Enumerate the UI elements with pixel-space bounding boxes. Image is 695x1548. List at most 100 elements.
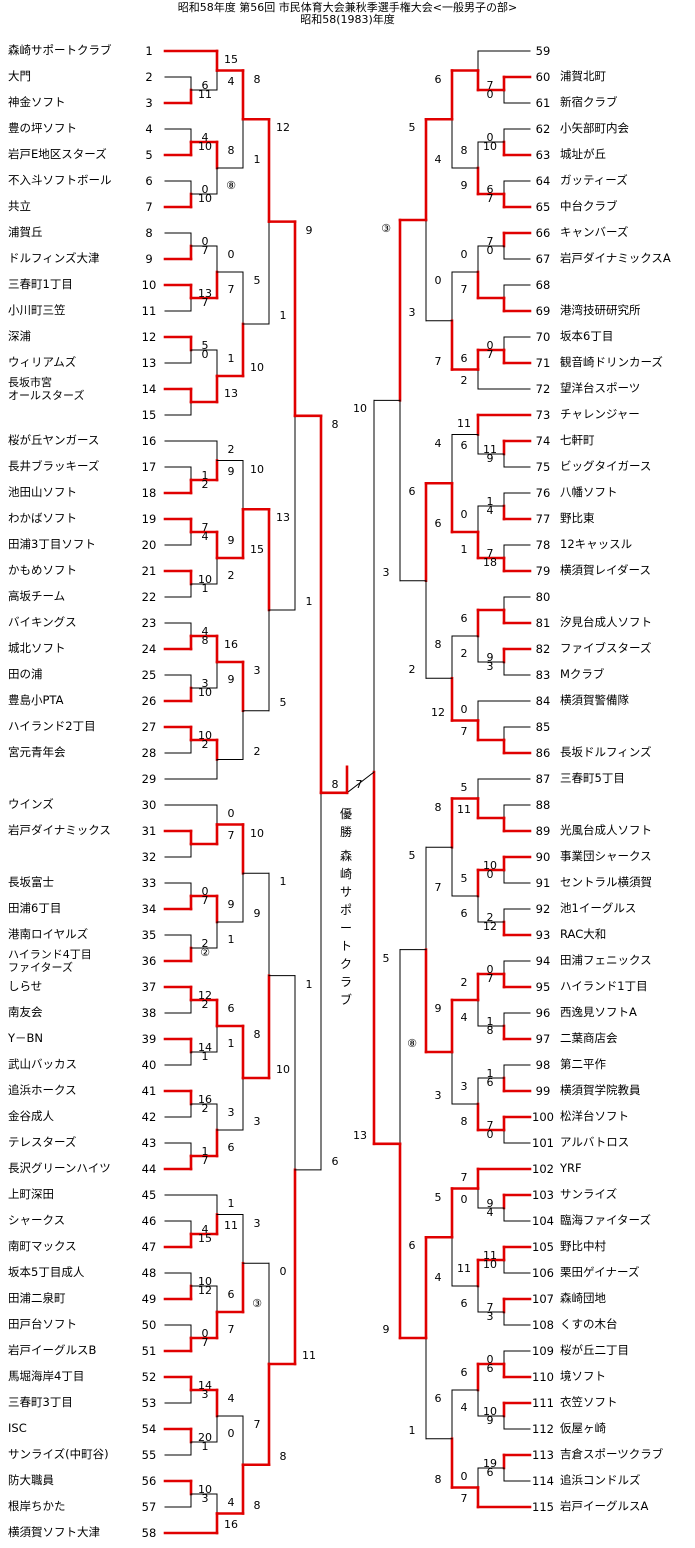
team-name: 第二平作: [560, 1057, 606, 1071]
seed-number: 70: [535, 330, 551, 344]
match-score: 2: [460, 647, 468, 660]
seed-number: 58: [141, 1526, 157, 1540]
match-score: 11: [457, 417, 471, 430]
seed-number: 64: [535, 174, 551, 188]
match-score: 3: [253, 1115, 261, 1128]
seed-number: 99: [535, 1084, 551, 1098]
match-score: 4: [227, 1496, 235, 1509]
match-score: 6: [460, 439, 468, 452]
match-score: 4: [434, 153, 442, 166]
match-score: 12: [276, 121, 290, 135]
team-name: テレスターズ: [8, 1135, 77, 1149]
seed-number: 86: [535, 746, 551, 760]
match-score: 1: [227, 1037, 235, 1050]
team-name: 岩戸E地区スターズ: [8, 147, 107, 161]
match-score: 7: [486, 1119, 494, 1132]
team-name: 栗田ゲイナーズ: [560, 1265, 640, 1279]
match-score: 11: [483, 443, 497, 456]
match-score: 4: [201, 131, 209, 144]
seed-number: 54: [141, 1422, 157, 1436]
team-name: 横須賀レイダース: [560, 563, 651, 577]
seed-number: 110: [532, 1370, 554, 1384]
seed-number: 78: [535, 538, 551, 552]
final-line: [346, 771, 375, 794]
seed-number: 77: [535, 512, 551, 526]
match-score: 3: [227, 1106, 235, 1119]
match-score: 5: [279, 695, 287, 709]
champion-team: 森崎サポートクラブ: [339, 848, 352, 1007]
seed-number: 23: [141, 616, 157, 630]
team-name: 城址が丘: [560, 147, 606, 161]
match-score: 15: [250, 543, 264, 556]
seed-number: 53: [141, 1396, 157, 1410]
team-name: 浦賀丘: [8, 225, 43, 239]
match-score: 0: [227, 248, 235, 261]
team-name: ファイブスターズ: [560, 641, 652, 655]
match-score: 8: [253, 1028, 261, 1041]
seed-number: 7: [145, 200, 153, 214]
match-score: 0: [434, 274, 442, 287]
match-score: 11: [302, 1349, 316, 1362]
match-score: 6: [434, 517, 442, 530]
seed-number: 31: [141, 824, 157, 838]
team-name: 小矢部町内会: [560, 121, 629, 135]
team-name: ISC: [8, 1421, 27, 1435]
match-score: 6: [486, 1362, 494, 1375]
match-score: 8: [434, 638, 442, 651]
match-score: 10: [276, 1063, 290, 1076]
team-name: 西逸見ソフトA: [560, 1005, 637, 1019]
seed-number: 101: [532, 1136, 554, 1150]
match-score: 20: [198, 1431, 212, 1444]
page-subtitle: 昭和58(1983)年度: [300, 13, 395, 26]
match-score: 6: [201, 79, 209, 92]
seed-number: 115: [532, 1500, 554, 1514]
match-score: 0: [486, 244, 494, 257]
team-name: くすの木台: [560, 1317, 618, 1331]
team-name: 野比中村: [560, 1239, 606, 1253]
team-name: しらせ: [8, 979, 43, 993]
team-name: 光風台成人ソフト: [560, 823, 652, 837]
match-score: 8: [434, 1472, 442, 1486]
match-score: 3: [408, 305, 416, 319]
match-score: 3: [201, 677, 209, 690]
seed-number: 71: [535, 356, 551, 370]
match-score: 0: [460, 1193, 468, 1206]
team-name: 不入斗ソフトボール: [8, 173, 112, 187]
match-score: 3: [201, 1492, 209, 1505]
seed-number: 62: [535, 122, 551, 136]
match-score: 4: [434, 436, 442, 450]
team-name: 豊の坪ソフト: [8, 121, 77, 135]
team-name: 望洋台スポーツ: [560, 381, 641, 395]
match-score: 14: [198, 1041, 212, 1054]
match-score: 1: [486, 1067, 494, 1080]
match-score: 8: [434, 800, 442, 814]
match-score: 7: [486, 235, 494, 248]
seed-number: 5: [145, 148, 153, 162]
match-score: 6: [460, 352, 468, 365]
seed-number: 76: [535, 486, 551, 500]
team-name: アルバトロス: [560, 1135, 630, 1149]
match-score: 4: [460, 1011, 468, 1024]
match-score: 0: [227, 807, 235, 820]
match-score: 8: [253, 1498, 261, 1512]
match-score: 1: [305, 595, 313, 608]
seed-number: 3: [145, 96, 153, 110]
match-score: 0: [201, 885, 209, 898]
match-score: 4: [201, 1223, 209, 1236]
seed-number: 87: [535, 772, 551, 786]
team-name: 豊島小PTA: [8, 693, 64, 707]
team-name: バイキングス: [8, 615, 77, 629]
seed-number: 104: [532, 1214, 554, 1228]
seed-number: 15: [141, 408, 157, 422]
seed-number: 24: [141, 642, 157, 656]
match-score: 0: [227, 1427, 235, 1440]
seed-number: 39: [141, 1032, 157, 1046]
match-score: ②: [200, 946, 210, 959]
seed-number: 94: [535, 954, 551, 968]
match-score: ⑧: [226, 179, 236, 192]
match-score: 1: [279, 309, 287, 322]
seed-number: 46: [141, 1214, 157, 1228]
seed-number: 14: [141, 382, 157, 396]
match-score: 10: [198, 1483, 212, 1496]
